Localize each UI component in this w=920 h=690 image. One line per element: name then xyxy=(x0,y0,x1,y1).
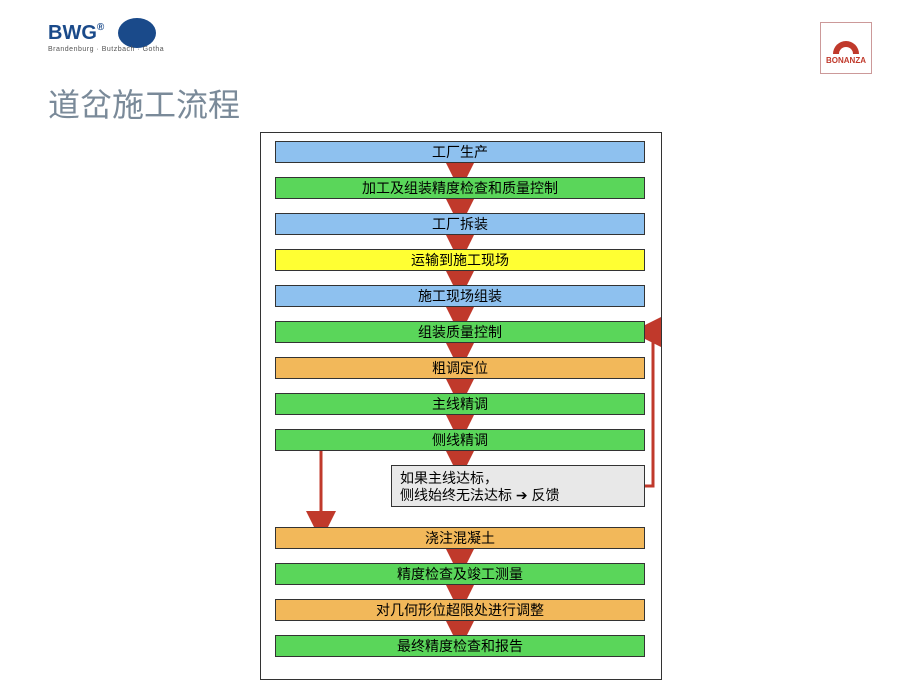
flow-step-s11: 精度检查及竣工测量 xyxy=(275,563,645,585)
flow-step-s3: 工厂拆装 xyxy=(275,213,645,235)
decision-line1: 如果主线达标， xyxy=(400,470,636,487)
flow-step-s5: 施工现场组装 xyxy=(275,285,645,307)
flow-step-s7: 粗调定位 xyxy=(275,357,645,379)
flow-step-s6: 组装质量控制 xyxy=(275,321,645,343)
bonanza-text: BONANZA xyxy=(826,56,866,65)
flow-step-s9: 侧线精调 xyxy=(275,429,645,451)
flowchart-frame: 工厂生产加工及组装精度检查和质量控制工厂拆装运输到施工现场施工现场组装组装质量控… xyxy=(260,132,662,680)
flow-step-s10: 浇注混凝土 xyxy=(275,527,645,549)
flow-step-s1: 工厂生产 xyxy=(275,141,645,163)
flow-step-s8: 主线精调 xyxy=(275,393,645,415)
bonanza-icon xyxy=(831,32,861,56)
flow-step-s13: 最终精度检查和报告 xyxy=(275,635,645,657)
bwg-logo-mark xyxy=(118,18,156,48)
bwg-logo-text: BWG® xyxy=(48,22,104,45)
bonanza-logo: BONANZA xyxy=(820,22,872,74)
bwg-logo-subtitle: Brandenburg · Butzbach · Gotha xyxy=(48,46,164,53)
flow-step-s2: 加工及组装精度检查和质量控制 xyxy=(275,177,645,199)
flow-step-s4: 运输到施工现场 xyxy=(275,249,645,271)
flow-decision: 如果主线达标，侧线始终无法达标 ➔ 反馈 xyxy=(391,465,645,507)
bwg-name: BWG xyxy=(48,22,97,44)
decision-line2: 侧线始终无法达标 ➔ 反馈 xyxy=(400,487,636,504)
page-title: 道岔施工流程 xyxy=(48,80,240,126)
flow-step-s12: 对几何形位超限处进行调整 xyxy=(275,599,645,621)
bwg-reg: ® xyxy=(97,22,104,33)
